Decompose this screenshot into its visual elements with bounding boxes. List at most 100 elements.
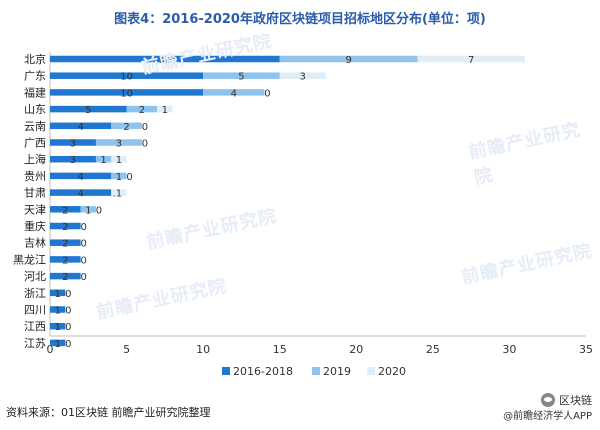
data-label-12-1: 0	[80, 255, 86, 266]
bar-7-0	[50, 172, 112, 180]
data-label-17-1: 0	[65, 339, 71, 350]
data-label-15-1: 0	[65, 306, 71, 317]
bar-1-2	[279, 72, 326, 79]
x-tick-label-0: 0	[47, 343, 54, 356]
bar-6-2	[111, 155, 127, 163]
category-label-2: 福建	[24, 85, 46, 99]
bar-3-0	[50, 105, 127, 113]
data-label-5-2: 0	[142, 139, 148, 150]
data-label-10-1: 0	[80, 222, 86, 233]
category-label-3: 山东	[24, 103, 46, 116]
category-label-10: 重庆	[24, 219, 46, 233]
bar-1-1	[203, 72, 280, 79]
data-label-0-1: 9	[345, 55, 351, 66]
data-label-6-1: 1	[100, 155, 106, 166]
data-label-7-0: 4	[77, 172, 83, 183]
category-label-8: 甘肃	[24, 187, 46, 200]
data-label-15-0: 1	[54, 306, 60, 317]
category-label-11: 吉林	[24, 236, 46, 250]
bar-4-0	[50, 122, 112, 130]
legend-swatch-2	[367, 367, 375, 375]
data-label-12-0: 2	[62, 255, 68, 266]
data-label-2-2: 0	[264, 88, 270, 99]
bar-1-0	[50, 72, 204, 79]
x-tick-label-3: 15	[273, 343, 287, 356]
data-label-4-2: 0	[142, 122, 148, 133]
data-label-1-0: 10	[120, 72, 133, 83]
bar-6-1	[95, 155, 112, 163]
data-label-8-0: 4	[77, 189, 83, 200]
data-label-11-1: 0	[80, 239, 86, 250]
bar-0-0	[50, 55, 280, 63]
bar-11-0	[50, 239, 81, 246]
bar-14-0	[50, 289, 66, 297]
chart-title: 图表4：2016-2020年政府区块链项目招标地区分布(单位：项)	[114, 12, 486, 27]
data-label-2-1: 4	[231, 88, 237, 99]
bar-7-1	[111, 172, 127, 180]
bar-8-2	[111, 189, 127, 196]
bar-2-1	[203, 89, 265, 96]
bar-6-0	[50, 155, 96, 163]
data-label-3-2: 1	[162, 105, 168, 116]
data-label-4-1: 2	[123, 122, 129, 133]
bar-8-0	[50, 189, 112, 196]
data-label-2-0: 10	[120, 88, 133, 99]
data-label-10-0: 2	[62, 222, 68, 233]
data-label-5-1: 3	[116, 139, 122, 150]
data-label-3-0: 5	[85, 105, 91, 116]
data-label-17-0: 1	[54, 339, 60, 350]
data-label-0-0: 15	[158, 55, 171, 66]
x-tick-label-2: 10	[196, 343, 210, 356]
data-label-1-1: 5	[238, 72, 244, 83]
category-label-0: 北京	[24, 52, 46, 66]
brand-logo: 区块链	[541, 392, 592, 408]
bar-9-0	[50, 206, 81, 213]
bar-3-1	[126, 105, 158, 113]
data-label-14-1: 0	[65, 289, 71, 300]
bar-0-1	[279, 55, 418, 63]
data-label-0-2: 7	[468, 55, 474, 66]
data-label-11-0: 2	[62, 239, 68, 250]
data-label-9-0: 2	[62, 205, 68, 216]
bar-17-0	[50, 339, 66, 347]
legend-label-2: 2020	[378, 365, 406, 378]
bar-2-0	[50, 89, 204, 96]
bar-10-0	[50, 222, 81, 230]
data-label-1-2: 3	[299, 72, 305, 83]
x-tick-label-4: 20	[349, 343, 363, 356]
data-label-13-1: 0	[80, 272, 86, 283]
data-label-14-0: 1	[54, 289, 60, 300]
category-label-9: 天津	[24, 203, 46, 216]
bar-13-0	[50, 272, 81, 280]
legend-swatch-1	[312, 367, 320, 375]
data-label-8-2: 1	[116, 189, 122, 200]
category-label-7: 贵州	[24, 170, 46, 183]
data-label-7-2: 0	[126, 172, 132, 183]
data-label-6-0: 3	[70, 155, 76, 166]
legend-label-1: 2019	[323, 365, 351, 378]
data-label-16-0: 1	[54, 322, 60, 333]
bar-12-0	[50, 256, 81, 263]
category-label-14: 浙江	[24, 287, 46, 300]
data-label-5-0: 3	[70, 139, 76, 150]
category-label-13: 河北	[24, 270, 46, 283]
category-label-5: 广西	[24, 137, 46, 150]
source-note: 资料来源：01区块链 前瞻产业研究院整理	[6, 406, 211, 419]
bar-15-0	[50, 306, 66, 313]
data-label-3-1: 2	[139, 105, 145, 116]
category-label-1: 广东	[24, 70, 46, 83]
x-tick-label-1: 5	[123, 343, 130, 356]
bar-0-2	[417, 55, 525, 63]
category-label-6: 上海	[24, 152, 46, 166]
data-label-7-1: 1	[116, 172, 122, 183]
data-label-16-1: 0	[65, 322, 71, 333]
bar-4-1	[111, 122, 142, 130]
bar-16-0	[50, 322, 66, 330]
legend-label-0: 2016-2018	[233, 365, 293, 378]
category-label-12: 黑龙江	[13, 253, 46, 266]
brand-name: 区块链	[559, 394, 592, 407]
category-label-4: 云南	[24, 120, 46, 133]
category-label-17: 江苏	[24, 337, 46, 350]
data-label-13-0: 2	[62, 272, 68, 283]
